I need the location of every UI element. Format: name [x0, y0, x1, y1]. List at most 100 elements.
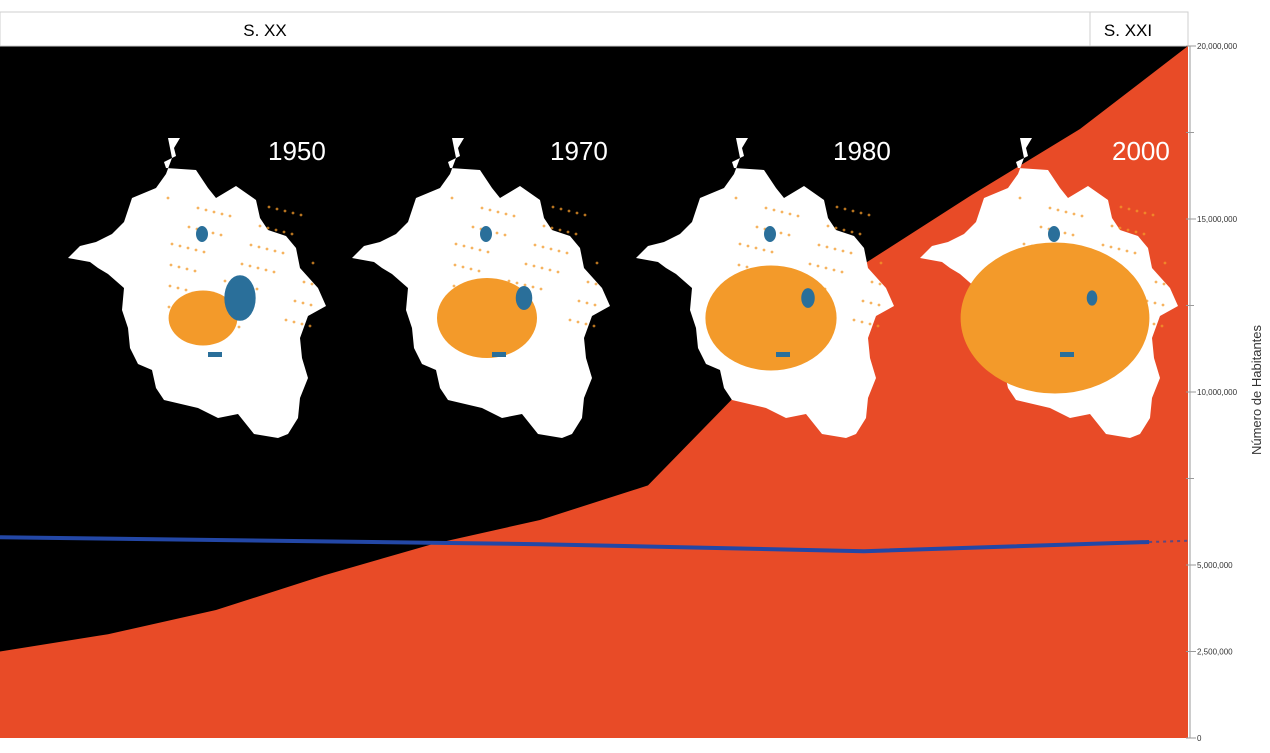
lake: [1086, 290, 1098, 306]
settlement-dot: [167, 305, 171, 309]
settlement-dot: [470, 246, 474, 250]
settlement-dot: [265, 247, 269, 251]
settlement-dot: [568, 318, 572, 322]
settlement-dot: [211, 231, 215, 235]
settlement-dot: [503, 233, 507, 237]
settlement-dot: [861, 299, 865, 303]
map-panel-1950: [68, 138, 326, 438]
settlement-dot: [592, 324, 596, 328]
settlement-dot: [557, 249, 561, 253]
settlement-dot: [541, 245, 545, 249]
settlement-dot: [788, 212, 792, 216]
lake: [764, 226, 776, 242]
lake: [515, 286, 533, 310]
settlement-dot: [858, 232, 862, 236]
settlement-dot: [255, 287, 259, 291]
settlement-dot: [584, 322, 588, 326]
settlement-dot: [1080, 214, 1084, 218]
urban-area: [705, 265, 837, 371]
settlement-dot: [834, 226, 838, 230]
settlement-dot: [1152, 322, 1156, 326]
settlement-dot: [471, 225, 475, 229]
settlement-dot: [745, 265, 749, 269]
settlement-dot: [515, 281, 519, 285]
settlement-dot: [876, 324, 880, 328]
settlement-dot: [824, 266, 828, 270]
settlement-dot: [228, 214, 232, 218]
settlement-dot: [1117, 247, 1121, 251]
settlement-dot: [264, 268, 268, 272]
settlement-dot: [772, 208, 776, 212]
map-outline: [68, 138, 326, 438]
settlement-dot: [178, 244, 182, 248]
settlement-dot: [1056, 208, 1060, 212]
settlement-dot: [585, 301, 589, 305]
settlement-dot: [575, 211, 579, 215]
settlement-dot: [272, 270, 276, 274]
period-label-21st: S. XXI: [1104, 21, 1152, 40]
settlement-dot: [281, 251, 285, 255]
urban-area: [960, 242, 1150, 394]
settlement-dot: [843, 207, 847, 211]
settlement-dot: [523, 283, 527, 287]
settlement-dot: [204, 208, 208, 212]
settlement-dot: [842, 228, 846, 232]
settlement-dot: [869, 301, 873, 305]
settlement-dot: [1109, 245, 1113, 249]
map-panel-1980: [636, 138, 894, 438]
settlement-dot: [559, 207, 563, 211]
settlement-dot: [170, 242, 174, 246]
settlement-dot: [879, 261, 883, 265]
settlement-dot: [540, 266, 544, 270]
settlement-dot: [850, 230, 854, 234]
settlement-dot: [532, 264, 536, 268]
settlement-dot: [177, 265, 181, 269]
settlement-dot: [212, 210, 216, 214]
settlement-dot: [1063, 231, 1067, 235]
settlement-dot: [754, 246, 758, 250]
settlement-dot: [816, 264, 820, 268]
settlement-dot: [577, 299, 581, 303]
y-tick-label: 2,500,000: [1197, 648, 1233, 657]
y-axis-title: Número de Habitantes: [1249, 324, 1264, 455]
settlement-dot: [486, 250, 490, 254]
period-band-21st: [1089, 11, 1189, 47]
settlement-dot: [257, 245, 261, 249]
canal: [1060, 352, 1074, 357]
y-tick-label: 5,000,000: [1197, 561, 1233, 570]
period-band-20th: [0, 11, 1091, 47]
settlement-dot: [841, 249, 845, 253]
settlement-dot: [284, 318, 288, 322]
settlement-dot: [176, 286, 180, 290]
settlement-dot: [549, 247, 553, 251]
settlement-dot: [524, 262, 528, 266]
settlement-dot: [550, 226, 554, 230]
settlement-dot: [290, 232, 294, 236]
settlement-dot: [1143, 211, 1147, 215]
settlement-dot: [860, 320, 864, 324]
settlement-dot: [240, 262, 244, 266]
settlement-dot: [488, 208, 492, 212]
settlement-dot: [1048, 206, 1052, 210]
settlement-dot: [780, 210, 784, 214]
canal: [776, 352, 790, 357]
settlement-dot: [734, 196, 738, 200]
settlement-dot: [770, 250, 774, 254]
settlement-dot: [291, 211, 295, 215]
settlement-dot: [186, 246, 190, 250]
settlement-dot: [1135, 209, 1139, 213]
urban-area: [437, 278, 537, 358]
settlement-dot: [292, 320, 296, 324]
period-label-20th: S. XX: [243, 21, 286, 40]
settlement-dot: [248, 264, 252, 268]
settlement-dot: [593, 303, 597, 307]
settlement-dot: [1022, 242, 1026, 246]
settlement-dot: [168, 284, 172, 288]
map-year-label: 2000: [1112, 136, 1170, 166]
settlement-dot: [832, 268, 836, 272]
y-tick-label: 0: [1197, 734, 1202, 743]
settlement-dot: [531, 285, 535, 289]
settlement-dot: [539, 287, 543, 291]
settlement-dot: [223, 279, 227, 283]
